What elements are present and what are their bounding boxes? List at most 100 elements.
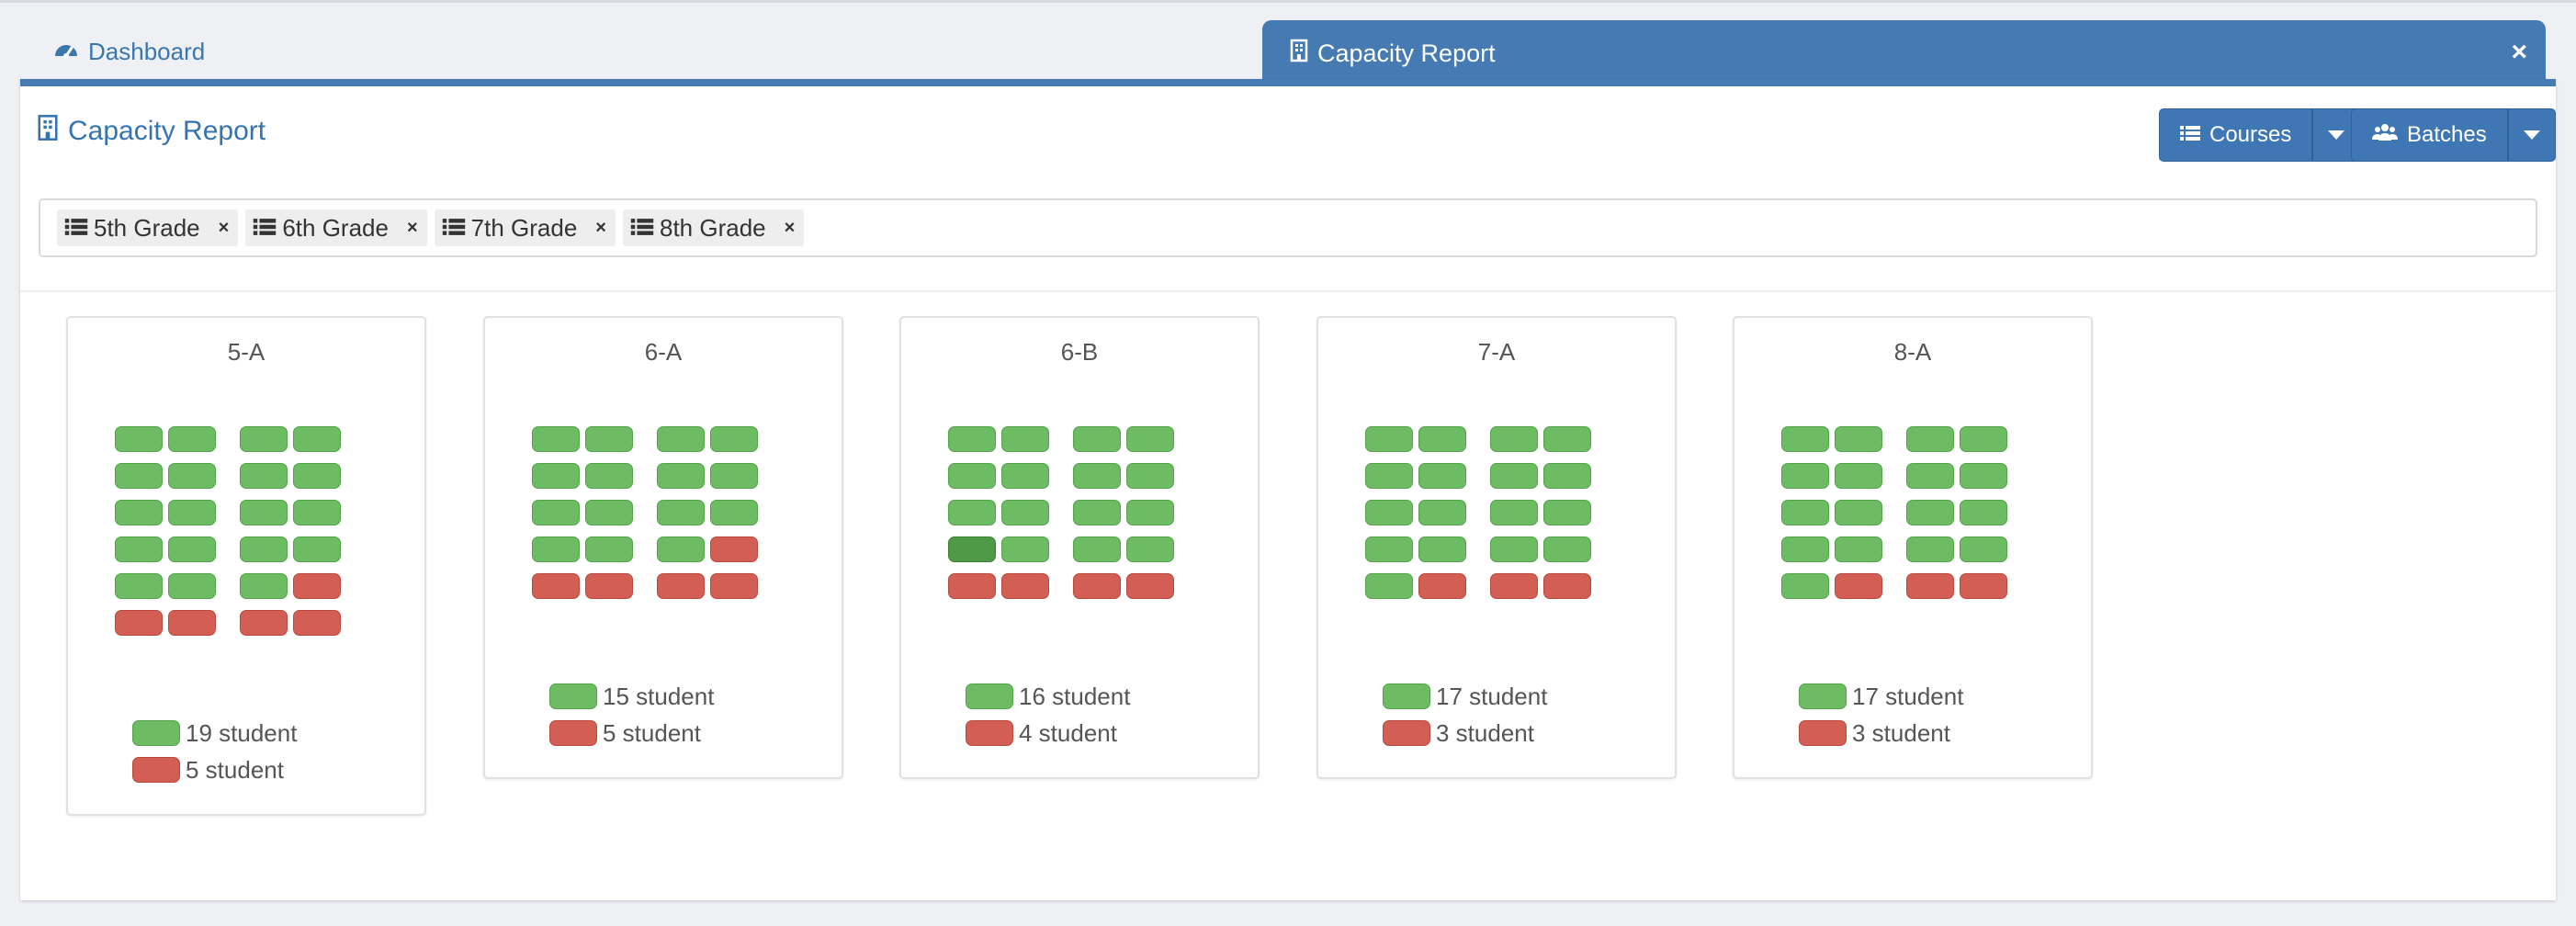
- batch-card: 6-B 16 student 4 student: [899, 316, 1260, 779]
- available-seat: [1543, 536, 1591, 562]
- available-count: 15 student: [603, 682, 715, 710]
- list-icon: [253, 214, 277, 243]
- occupied-swatch: [549, 720, 597, 746]
- available-seat: [585, 426, 633, 452]
- chevron-down-icon: [2523, 130, 2540, 140]
- tab-dashboard[interactable]: Dashboard: [53, 33, 205, 70]
- courses-button[interactable]: Courses: [2159, 108, 2313, 162]
- batches-button[interactable]: Batches: [2351, 108, 2508, 162]
- occupied-seat: [240, 610, 288, 636]
- list-icon: [442, 214, 466, 243]
- available-seat: [1418, 536, 1466, 562]
- building-icon: [1290, 39, 1308, 69]
- available-seat: [1365, 500, 1413, 525]
- available-seat: [293, 463, 341, 489]
- remove-filter-icon[interactable]: ×: [784, 217, 796, 238]
- available-seat: [948, 426, 996, 452]
- occupied-seat: [1001, 573, 1049, 599]
- available-seat: [1781, 536, 1829, 562]
- available-seat: [1543, 426, 1591, 452]
- filter-chip-label: 6th Grade: [282, 213, 389, 242]
- available-seat: [710, 426, 758, 452]
- available-seat: [115, 426, 163, 452]
- occupied-seat: [1073, 573, 1121, 599]
- available-seat: [1543, 463, 1591, 489]
- available-seat: [168, 536, 216, 562]
- available-seat: [1073, 536, 1121, 562]
- filter-chip-label: 8th Grade: [659, 213, 766, 242]
- available-seat: [1490, 463, 1538, 489]
- available-seat: [293, 500, 341, 525]
- occupied-seat: [1126, 573, 1174, 599]
- available-seat: [1543, 500, 1591, 525]
- occupied-seat: [1543, 573, 1591, 599]
- courses-button-group: Courses: [2159, 108, 2361, 162]
- available-seat: [1490, 426, 1538, 452]
- available-seat: [1835, 500, 1882, 525]
- filter-chip: 8th Grade ×: [622, 209, 805, 246]
- tab-dashboard-label: Dashboard: [88, 37, 206, 65]
- available-seat: [1781, 426, 1829, 452]
- available-seat: [532, 536, 580, 562]
- available-seat: [1365, 426, 1413, 452]
- occupied-seat: [1835, 573, 1882, 599]
- available-seat: [1781, 500, 1829, 525]
- batch-card-title: 8-A: [1893, 338, 1932, 366]
- available-seat: [1781, 463, 1829, 489]
- seat-legend: 17 student 3 student: [1383, 678, 1547, 751]
- available-count: 19 student: [186, 718, 298, 747]
- available-seat: [1418, 463, 1466, 489]
- available-seat: [585, 536, 633, 562]
- users-icon: [2372, 122, 2398, 148]
- list-icon: [2180, 122, 2200, 148]
- available-seat: [657, 463, 705, 489]
- available-seat: [293, 536, 341, 562]
- available-seat: [1960, 536, 2007, 562]
- occupied-seat: [585, 573, 633, 599]
- available-seat: [1365, 463, 1413, 489]
- occupied-swatch: [1383, 720, 1430, 746]
- page-title: Capacity Report: [37, 114, 266, 149]
- available-seat: [1126, 536, 1174, 562]
- occupied-seat: [293, 573, 341, 599]
- course-filter-input[interactable]: 5th Grade × 6th Grade × 7th Grade × 8th …: [39, 198, 2537, 257]
- available-seat: [168, 573, 216, 599]
- seat-legend: 16 student 4 student: [966, 678, 1130, 751]
- available-seat: [657, 426, 705, 452]
- available-seat: [1960, 426, 2007, 452]
- close-tab-icon[interactable]: ×: [2511, 37, 2527, 67]
- available-seat: [240, 463, 288, 489]
- available-seat: [293, 426, 341, 452]
- available-count: 16 student: [1019, 682, 1131, 710]
- building-icon: [37, 114, 59, 149]
- available-seat: [1365, 536, 1413, 562]
- divider: [20, 290, 2556, 292]
- available-seat: [1001, 500, 1049, 525]
- available-seat: [1906, 426, 1954, 452]
- capacity-report-panel: Capacity Report Courses: [20, 79, 2556, 900]
- available-seat: [948, 536, 996, 562]
- tab-capacity-report[interactable]: Capacity Report ×: [1262, 20, 2546, 86]
- occupied-seat: [532, 573, 580, 599]
- batch-card: 8-A 17 student 3 student: [1733, 316, 2093, 779]
- chevron-down-icon: [2328, 130, 2345, 140]
- available-seat: [1960, 500, 2007, 525]
- remove-filter-icon[interactable]: ×: [595, 217, 606, 238]
- batch-card-title: 6-B: [1060, 338, 1099, 366]
- occupied-count: 5 student: [603, 718, 701, 747]
- page-title-text: Capacity Report: [68, 116, 266, 146]
- remove-filter-icon[interactable]: ×: [218, 217, 230, 238]
- available-seat: [168, 426, 216, 452]
- available-count: 17 student: [1852, 682, 1964, 710]
- available-seat: [1418, 500, 1466, 525]
- remove-filter-icon[interactable]: ×: [406, 217, 418, 238]
- available-seat: [240, 536, 288, 562]
- occupied-seat: [1906, 573, 1954, 599]
- batches-dropdown-toggle[interactable]: [2507, 108, 2556, 162]
- batch-card-title: 6-A: [644, 338, 683, 366]
- dashboard-gauge-icon: [53, 38, 79, 66]
- available-seat: [1835, 426, 1882, 452]
- available-seat: [1960, 463, 2007, 489]
- occupied-count: 3 student: [1436, 718, 1534, 747]
- available-swatch: [1799, 683, 1847, 709]
